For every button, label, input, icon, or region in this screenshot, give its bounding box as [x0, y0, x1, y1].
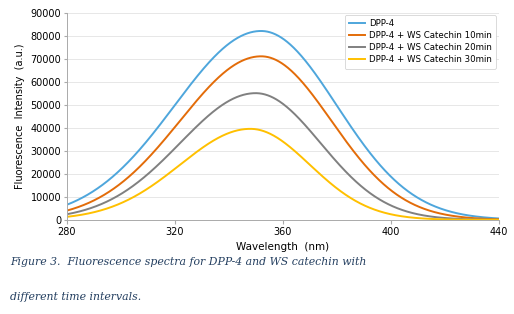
DPP-4 [86, 192, 92, 196]
DPP-4 [495, 217, 502, 220]
DPP-4 [258, 29, 264, 33]
DPP-4 + WS Catechin 10min [263, 55, 269, 58]
Legend: DPP-4, DPP-4 + WS Catechin 10min, DPP-4 + WS Catechin 20min, DPP-4 + WS Catechin: DPP-4, DPP-4 + WS Catechin 10min, DPP-4 … [345, 15, 496, 69]
Y-axis label: Fluorescence  Intensity  (a.u.): Fluorescence Intensity (a.u.) [15, 43, 25, 189]
DPP-4 + WS Catechin 10min [495, 217, 502, 221]
DPP-4 + WS Catechin 30min [86, 211, 92, 215]
DPP-4 + WS Catechin 30min [483, 218, 489, 222]
DPP-4 + WS Catechin 30min [263, 130, 269, 134]
DPP-4 + WS Catechin 30min [483, 218, 489, 222]
DPP-4 + WS Catechin 30min [495, 218, 502, 222]
DPP-4 + WS Catechin 10min [404, 199, 410, 203]
DPP-4 + WS Catechin 10min [64, 209, 70, 213]
DPP-4 [404, 189, 410, 192]
DPP-4 + WS Catechin 10min [483, 217, 489, 221]
DPP-4 + WS Catechin 10min [483, 217, 489, 221]
DPP-4 [263, 30, 269, 33]
DPP-4 [483, 216, 489, 219]
DPP-4 + WS Catechin 20min [483, 218, 489, 221]
Line: DPP-4 + WS Catechin 20min: DPP-4 + WS Catechin 20min [67, 93, 499, 220]
DPP-4 + WS Catechin 30min [404, 215, 410, 219]
Line: DPP-4 + WS Catechin 30min: DPP-4 + WS Catechin 30min [67, 129, 499, 220]
Text: Figure 3.  Fluorescence spectra for DPP-4 and WS catechin with: Figure 3. Fluorescence spectra for DPP-4… [10, 257, 366, 268]
DPP-4 [483, 216, 489, 219]
X-axis label: Wavelength  (nm): Wavelength (nm) [236, 242, 329, 252]
DPP-4 + WS Catechin 20min [483, 218, 489, 221]
DPP-4 + WS Catechin 10min [258, 54, 264, 58]
DPP-4 [274, 33, 280, 37]
Text: different time intervals.: different time intervals. [10, 292, 141, 302]
Line: DPP-4 + WS Catechin 10min: DPP-4 + WS Catechin 10min [67, 56, 499, 219]
DPP-4 + WS Catechin 20min [274, 98, 280, 102]
DPP-4 + WS Catechin 20min [86, 207, 92, 211]
Line: DPP-4: DPP-4 [67, 31, 499, 219]
DPP-4 + WS Catechin 10min [274, 58, 280, 62]
DPP-4 + WS Catechin 30min [274, 136, 280, 139]
DPP-4 + WS Catechin 20min [253, 91, 259, 95]
DPP-4 + WS Catechin 30min [64, 215, 70, 219]
DPP-4 + WS Catechin 20min [263, 93, 269, 96]
DPP-4 + WS Catechin 30min [247, 127, 253, 131]
DPP-4 [64, 203, 70, 207]
DPP-4 + WS Catechin 20min [404, 210, 410, 214]
DPP-4 + WS Catechin 20min [495, 218, 502, 222]
DPP-4 + WS Catechin 20min [64, 212, 70, 216]
DPP-4 + WS Catechin 10min [86, 201, 92, 205]
